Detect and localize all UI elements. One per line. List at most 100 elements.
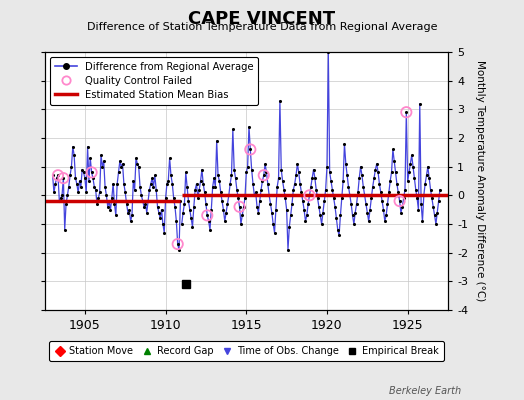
Point: [254, 209, 263, 216]
Point: [302, 212, 311, 218]
Point: [97, 152, 105, 158]
Point: [356, 164, 365, 170]
Point: [313, 195, 322, 202]
Point: [335, 232, 343, 239]
Point: [184, 198, 193, 204]
Point: [421, 181, 429, 187]
Point: [346, 192, 354, 198]
Point: [187, 215, 195, 222]
Point: [226, 181, 234, 187]
Point: [327, 178, 335, 184]
Point: [164, 178, 172, 184]
Point: [316, 212, 324, 218]
Point: [418, 218, 427, 224]
Point: [180, 201, 189, 207]
Point: [336, 212, 345, 218]
Point: [358, 172, 366, 178]
Point: [71, 175, 80, 181]
Point: [227, 172, 236, 178]
Point: [161, 195, 170, 202]
Point: [48, 172, 57, 178]
Point: [391, 169, 400, 176]
Point: [289, 186, 298, 193]
Point: [276, 98, 284, 104]
Point: [198, 166, 206, 173]
Point: [136, 184, 144, 190]
Point: [312, 186, 320, 193]
Point: [246, 146, 255, 153]
Point: [95, 189, 104, 196]
Point: [211, 184, 220, 190]
Point: [362, 201, 370, 207]
Point: [116, 158, 124, 164]
Point: [309, 166, 318, 173]
Point: [403, 178, 412, 184]
Point: [137, 192, 146, 198]
Point: [130, 186, 139, 193]
Point: [406, 160, 414, 167]
Point: [375, 181, 384, 187]
Point: [256, 198, 264, 204]
Point: [121, 189, 129, 196]
Point: [416, 100, 424, 107]
Point: [429, 204, 438, 210]
Point: [149, 184, 158, 190]
Point: [319, 209, 327, 216]
Point: [156, 215, 165, 222]
Point: [160, 230, 168, 236]
Point: [292, 172, 300, 178]
Point: [321, 186, 330, 193]
Point: [203, 212, 212, 218]
Point: [179, 209, 187, 216]
Text: Berkeley Earth: Berkeley Earth: [389, 386, 461, 396]
Point: [359, 184, 367, 190]
Point: [250, 192, 258, 198]
Point: [323, 164, 331, 170]
Point: [178, 221, 186, 227]
Point: [242, 169, 250, 176]
Point: [159, 221, 167, 227]
Point: [343, 172, 351, 178]
Legend: Difference from Regional Average, Quality Control Failed, Estimated Station Mean: Difference from Regional Average, Qualit…: [50, 57, 258, 105]
Point: [88, 169, 96, 176]
Point: [191, 186, 199, 193]
Point: [307, 184, 315, 190]
Point: [315, 204, 323, 210]
Point: [257, 186, 265, 193]
Point: [386, 178, 395, 184]
Point: [264, 181, 272, 187]
Point: [218, 198, 226, 204]
Point: [281, 195, 289, 202]
Point: [173, 241, 182, 247]
Point: [436, 186, 444, 193]
Point: [79, 169, 88, 176]
Point: [432, 221, 440, 227]
Point: [128, 212, 136, 218]
Point: [109, 181, 117, 187]
Point: [253, 204, 261, 210]
Point: [282, 206, 291, 213]
Point: [249, 181, 257, 187]
Point: [288, 201, 296, 207]
Point: [123, 201, 131, 207]
Point: [90, 184, 99, 190]
Point: [82, 189, 91, 196]
Point: [106, 206, 115, 213]
Point: [244, 164, 252, 170]
Point: [410, 175, 419, 181]
Point: [113, 181, 122, 187]
Point: [148, 175, 156, 181]
Point: [63, 192, 72, 198]
Point: [185, 206, 194, 213]
Point: [114, 169, 123, 176]
Point: [216, 189, 225, 196]
Point: [305, 192, 314, 198]
Point: [118, 160, 127, 167]
Point: [51, 181, 60, 187]
Point: [230, 166, 238, 173]
Point: [385, 189, 393, 196]
Point: [93, 201, 101, 207]
Point: [311, 175, 319, 181]
Point: [200, 189, 209, 196]
Point: [297, 189, 305, 196]
